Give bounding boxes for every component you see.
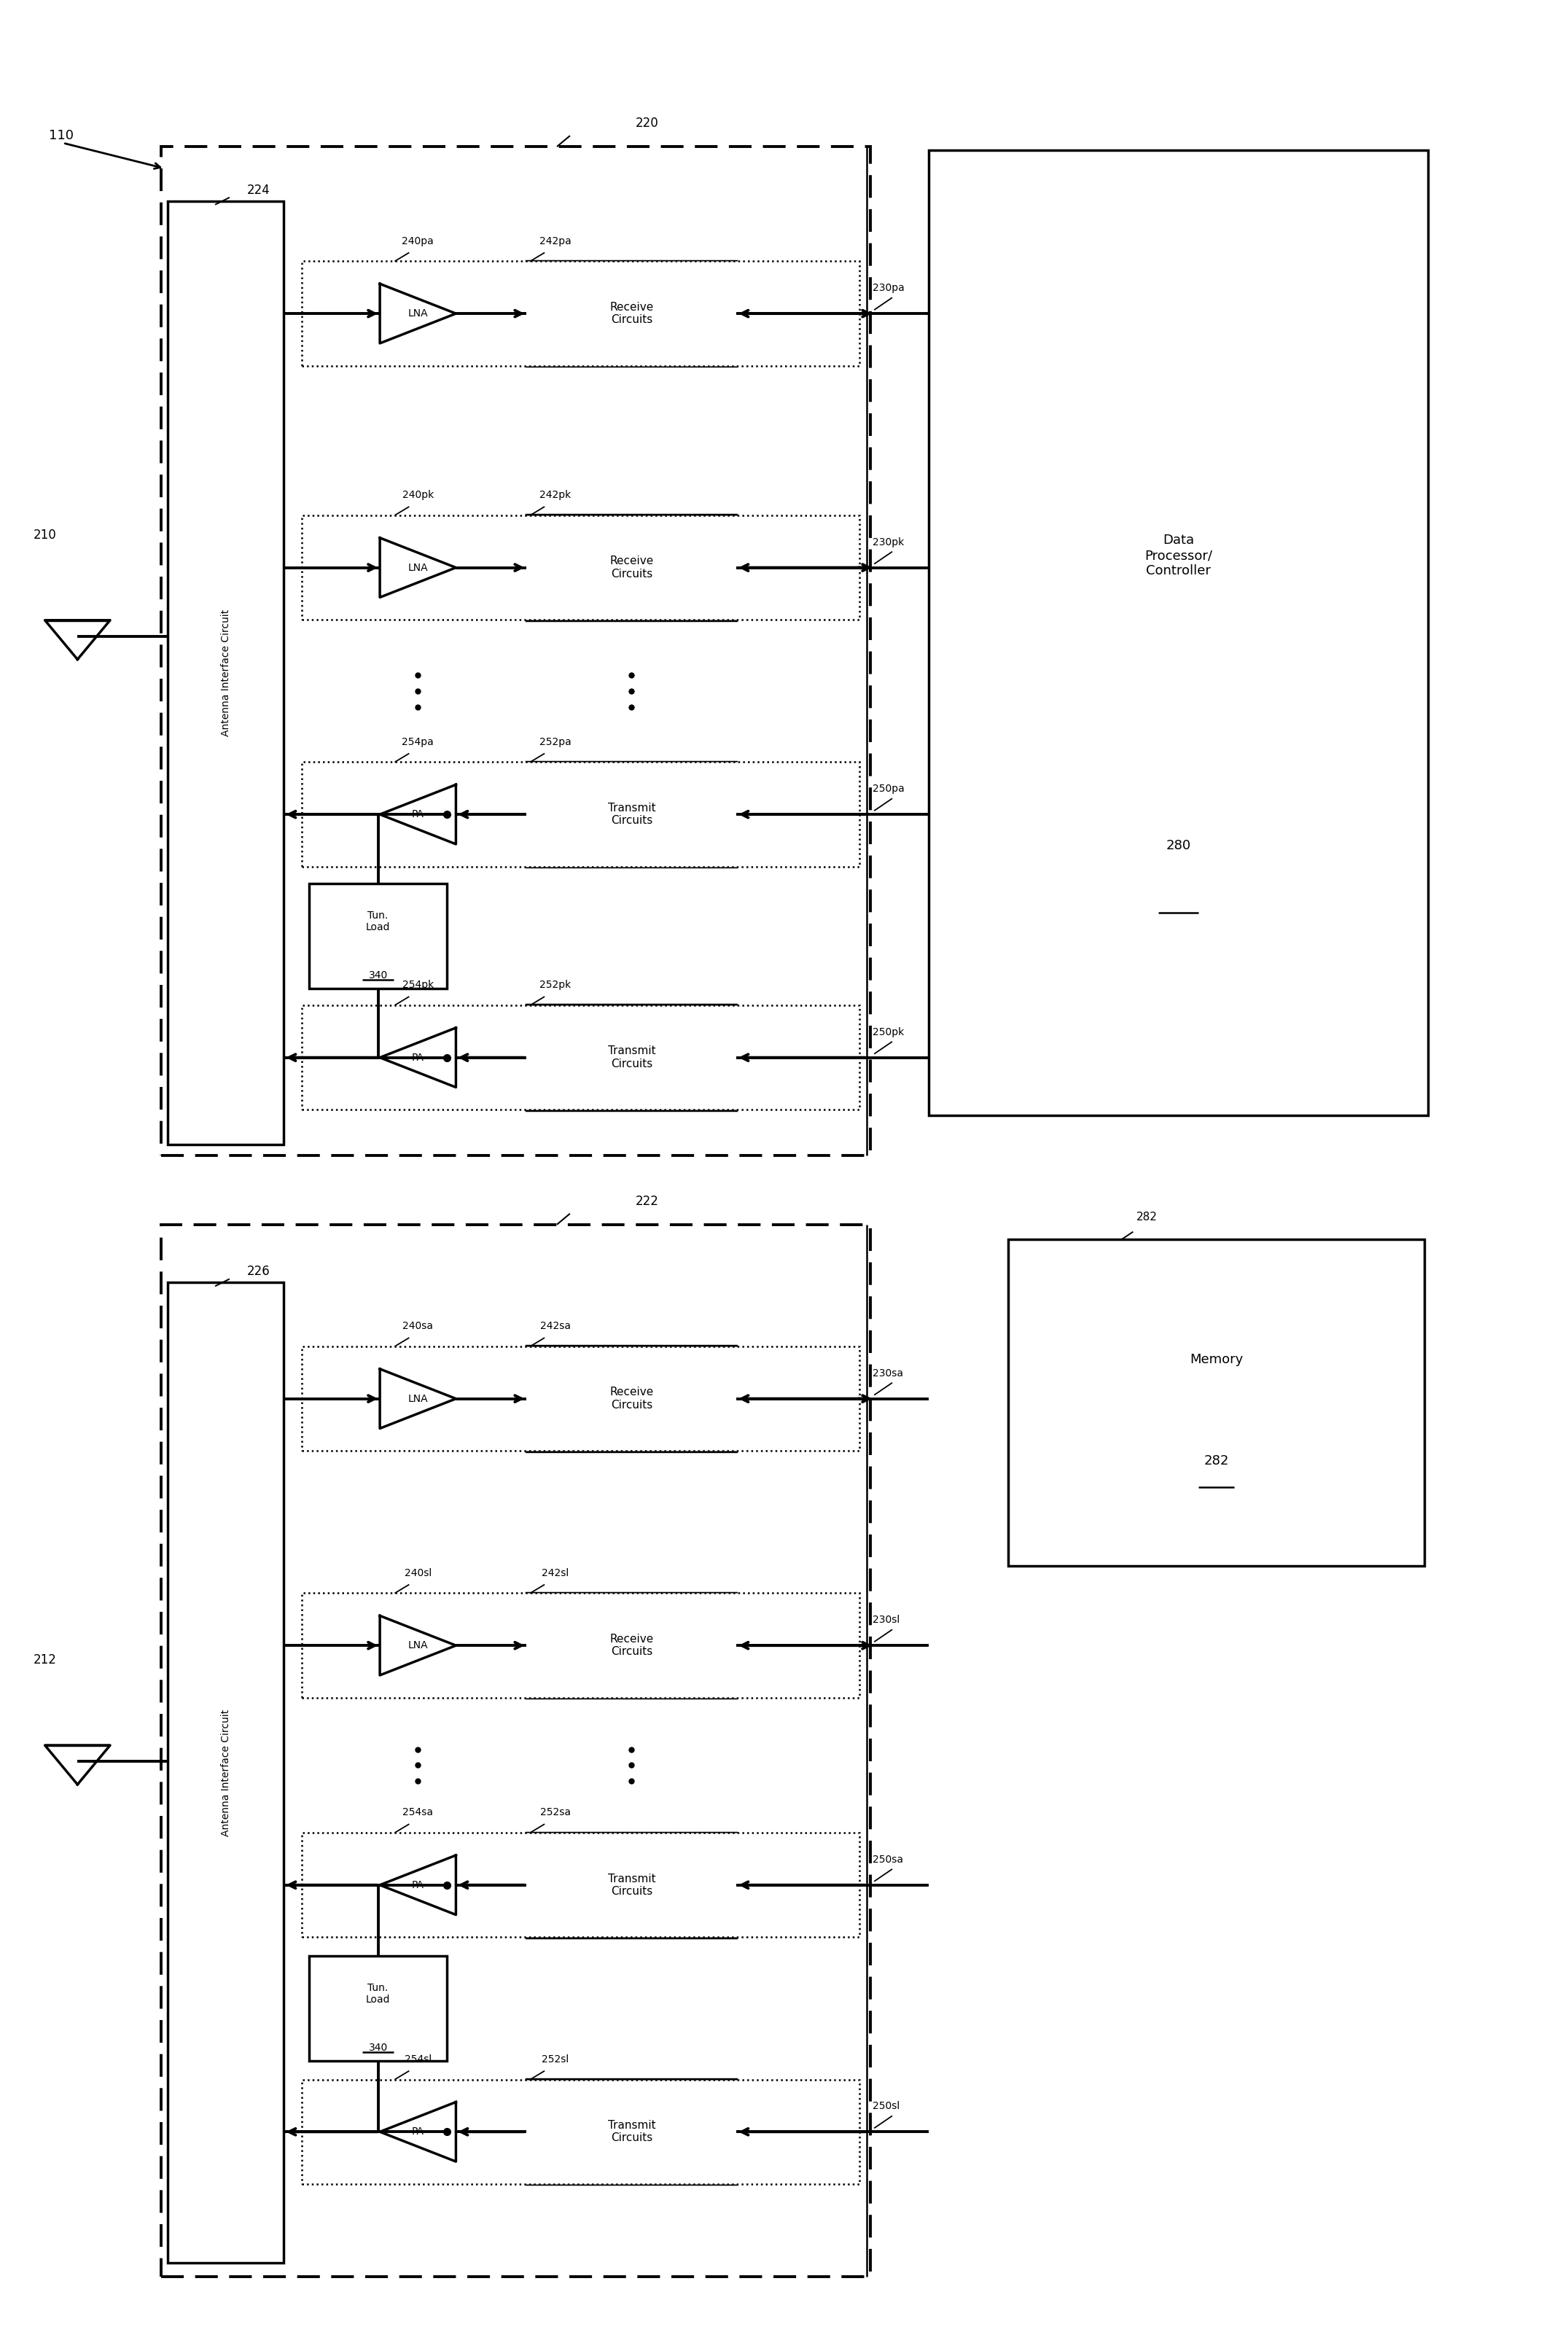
Bar	[168, 1282, 284, 2263]
Text: LNA: LNA	[408, 1640, 428, 1649]
Text: 250pk: 250pk	[873, 1026, 905, 1038]
Bar	[303, 1593, 859, 1699]
Bar	[527, 1347, 737, 1450]
Text: Data
Processor/
Controller: Data Processor/ Controller	[1145, 534, 1212, 576]
Polygon shape	[379, 2102, 456, 2163]
Text: Memory: Memory	[1190, 1354, 1243, 1366]
Text: 224: 224	[248, 183, 270, 197]
Text: Transmit
Circuits: Transmit Circuits	[608, 804, 655, 827]
Text: 242pk: 242pk	[539, 490, 571, 499]
Bar	[162, 148, 870, 1155]
Polygon shape	[379, 539, 456, 597]
Bar	[168, 201, 284, 1146]
Bar	[1008, 1239, 1425, 1565]
Text: 240pk: 240pk	[401, 490, 434, 499]
Bar	[527, 515, 737, 621]
Text: 250sl: 250sl	[873, 2102, 900, 2111]
Text: 250sa: 250sa	[873, 1856, 903, 1865]
Text: Receive
Circuits: Receive Circuits	[610, 1633, 654, 1657]
Text: 220: 220	[635, 117, 659, 129]
Text: LNA: LNA	[408, 309, 428, 319]
Text: PA: PA	[412, 808, 423, 820]
Text: 282: 282	[1204, 1455, 1229, 1467]
Text: 230pa: 230pa	[873, 284, 905, 293]
Text: Receive
Circuits: Receive Circuits	[610, 555, 654, 579]
Polygon shape	[45, 621, 110, 658]
Text: 250pa: 250pa	[873, 785, 905, 794]
Text: 252sa: 252sa	[541, 1806, 571, 1818]
Text: 254sa: 254sa	[403, 1806, 433, 1818]
Text: Receive
Circuits: Receive Circuits	[610, 302, 654, 326]
Text: Transmit
Circuits: Transmit Circuits	[608, 1045, 655, 1068]
Text: Transmit
Circuits: Transmit Circuits	[608, 1872, 655, 1898]
Text: 230sa: 230sa	[873, 1368, 903, 1378]
Bar	[309, 883, 447, 989]
Polygon shape	[45, 1746, 110, 1785]
Text: Tun.
Load: Tun. Load	[365, 1982, 390, 2006]
Text: LNA: LNA	[408, 562, 428, 572]
Text: 254pk: 254pk	[401, 979, 434, 991]
Bar	[928, 150, 1428, 1115]
Polygon shape	[379, 284, 456, 344]
Bar	[303, 262, 859, 366]
Text: 222: 222	[635, 1195, 659, 1209]
Bar	[303, 515, 859, 621]
Text: 242sl: 242sl	[543, 1567, 569, 1577]
Text: 240pa: 240pa	[401, 237, 434, 246]
Text: 242sa: 242sa	[541, 1321, 571, 1331]
Bar	[527, 761, 737, 867]
Text: Tun.
Load: Tun. Load	[365, 911, 390, 933]
Text: Receive
Circuits: Receive Circuits	[610, 1387, 654, 1410]
Text: Transmit
Circuits: Transmit Circuits	[608, 2120, 655, 2144]
Bar	[303, 1347, 859, 1450]
Text: 240sa: 240sa	[403, 1321, 433, 1331]
Bar	[303, 2081, 859, 2184]
Bar	[527, 1832, 737, 1938]
Text: 110: 110	[49, 129, 74, 143]
Text: PA: PA	[412, 1052, 423, 1064]
Text: Antenna Interface Circuit: Antenna Interface Circuit	[221, 1708, 230, 1837]
Polygon shape	[379, 1617, 456, 1675]
Text: 340: 340	[368, 2043, 387, 2052]
Text: PA: PA	[412, 1879, 423, 1891]
Bar	[303, 1832, 859, 1938]
Bar	[527, 260, 737, 366]
Text: 212: 212	[33, 1654, 56, 1666]
Polygon shape	[379, 1856, 456, 1914]
Bar	[527, 1005, 737, 1111]
Text: 254pa: 254pa	[401, 736, 434, 747]
Bar	[303, 1005, 859, 1111]
Text: 242pa: 242pa	[539, 237, 571, 246]
Text: 254sl: 254sl	[405, 2055, 431, 2064]
Text: LNA: LNA	[408, 1394, 428, 1403]
Bar	[303, 761, 859, 867]
Polygon shape	[379, 785, 456, 843]
Text: 230sl: 230sl	[873, 1614, 900, 1626]
Bar	[309, 1956, 447, 2062]
Text: 210: 210	[33, 530, 56, 541]
Text: 252pk: 252pk	[539, 979, 571, 991]
Text: 252sl: 252sl	[543, 2055, 569, 2064]
Bar	[527, 2078, 737, 2184]
Text: Antenna Interface Circuit: Antenna Interface Circuit	[221, 609, 230, 736]
Text: 230pk: 230pk	[873, 537, 905, 548]
Text: 226: 226	[248, 1265, 270, 1279]
Polygon shape	[379, 1368, 456, 1429]
Text: PA: PA	[412, 2127, 423, 2137]
Text: 252pa: 252pa	[539, 736, 571, 747]
Text: 282: 282	[1137, 1211, 1157, 1223]
Text: 280: 280	[1167, 839, 1190, 853]
Bar	[527, 1593, 737, 1699]
Text: 240sl: 240sl	[405, 1567, 431, 1577]
Polygon shape	[379, 1029, 456, 1087]
Text: 340: 340	[368, 970, 387, 982]
Bar	[162, 1225, 870, 2277]
